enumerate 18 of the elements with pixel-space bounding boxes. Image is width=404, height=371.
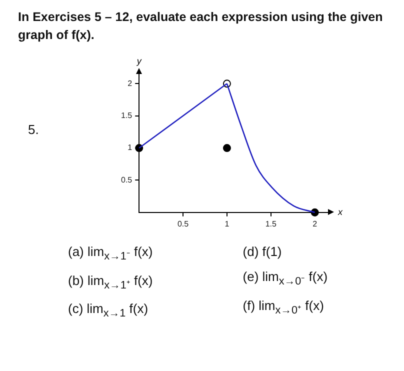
- x-tick-label: 0.5: [177, 219, 190, 228]
- y-axis-title: y: [136, 56, 142, 66]
- text: 5.: [27, 121, 40, 137]
- x-tick-label: 1.5: [265, 219, 278, 228]
- text: (f) lim$_{x→0⁺}$ f(x): [242, 298, 325, 316]
- y-tick-label: 1.5: [120, 111, 133, 120]
- text: (c) lim$_{x→1}$ f(x): [68, 301, 150, 320]
- x-tick-label: 1: [224, 219, 230, 228]
- x-tick-label: 2: [312, 219, 318, 228]
- text: (b) lim$_{x→1⁺}$ f(x): [68, 272, 153, 292]
- text: (e) lim$_{x→0⁻}$ f(x): [242, 269, 328, 288]
- y-tick-label: 2: [128, 78, 133, 88]
- y-tick-label: 0.5: [120, 175, 133, 184]
- x-axis-title: x: [337, 206, 343, 217]
- y-tick-label: 1: [128, 143, 133, 152]
- text: (d) f(1): [242, 244, 283, 259]
- text: (a) lim$_{x→1⁻}$ f(x): [68, 244, 153, 263]
- chart-title: In Exercises 5 – 12, evaluate each expression using the given graph of f(x).: [17, 9, 384, 44]
